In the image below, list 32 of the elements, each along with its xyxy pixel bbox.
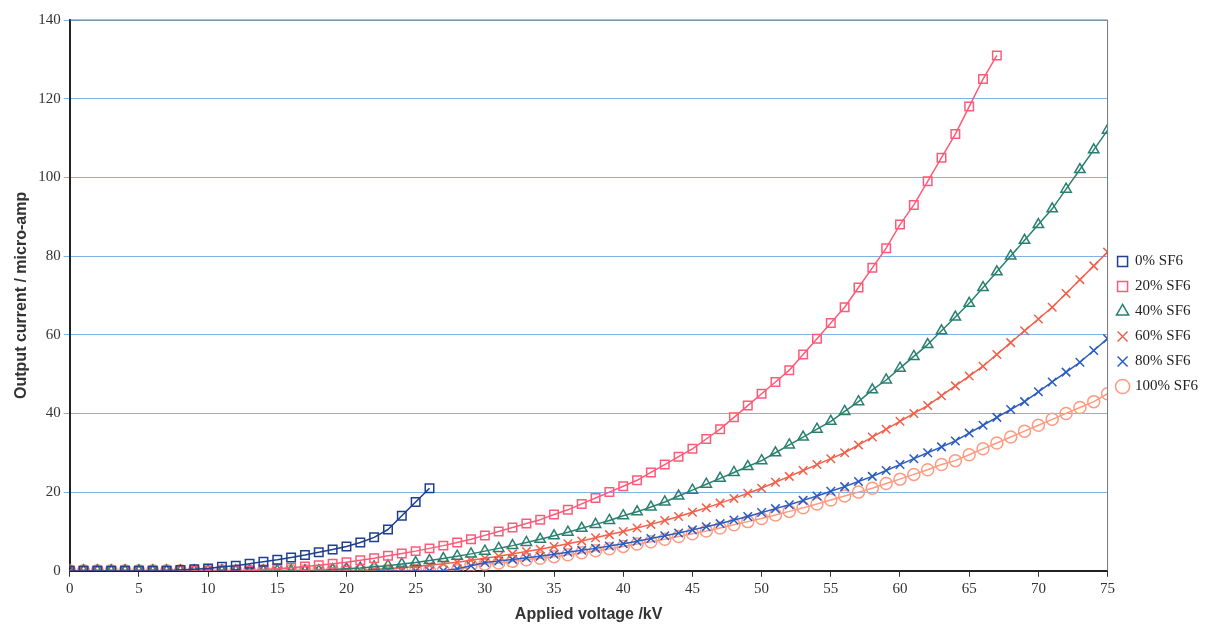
x-tick-label: 0 <box>65 579 74 596</box>
x-tick-label: 75 <box>1100 579 1116 596</box>
y-tick-label: 120 <box>38 89 61 106</box>
legend-label: 100% SF6 <box>1135 377 1199 394</box>
legend-label: 0% SF6 <box>1135 252 1184 269</box>
x-tick-label: 70 <box>1030 579 1046 596</box>
legend-label: 80% SF6 <box>1135 352 1191 369</box>
y-tick-label: 20 <box>45 483 61 500</box>
x-axis-title: Applied voltage /kV <box>514 604 663 622</box>
y-tick-label: 80 <box>45 246 61 263</box>
legend-label: 20% SF6 <box>1135 277 1191 294</box>
y-tick-label: 0 <box>53 561 61 578</box>
y-tick-label: 140 <box>38 10 61 27</box>
y-tick-label: 100 <box>38 168 61 185</box>
x-tick-label: 60 <box>892 579 908 596</box>
x-tick-label: 5 <box>135 579 143 596</box>
x-tick-label: 10 <box>200 579 216 596</box>
legend-label: 60% SF6 <box>1135 327 1191 344</box>
x-tick-label: 15 <box>269 579 285 596</box>
x-tick-label: 65 <box>961 579 977 596</box>
x-tick-label: 20 <box>338 579 354 596</box>
x-tick-label: 50 <box>754 579 770 596</box>
y-tick-label: 60 <box>45 325 61 342</box>
legend-label: 40% SF6 <box>1135 302 1191 319</box>
x-tick-label: 45 <box>684 579 700 596</box>
y-tick-label: 40 <box>45 404 61 421</box>
x-tick-label: 30 <box>477 579 493 596</box>
x-tick-label: 55 <box>823 579 839 596</box>
x-tick-label: 35 <box>546 579 562 596</box>
x-tick-label: 40 <box>615 579 631 596</box>
x-tick-label: 25 <box>408 579 424 596</box>
y-axis-title: Output current / micro-amp <box>12 191 30 399</box>
